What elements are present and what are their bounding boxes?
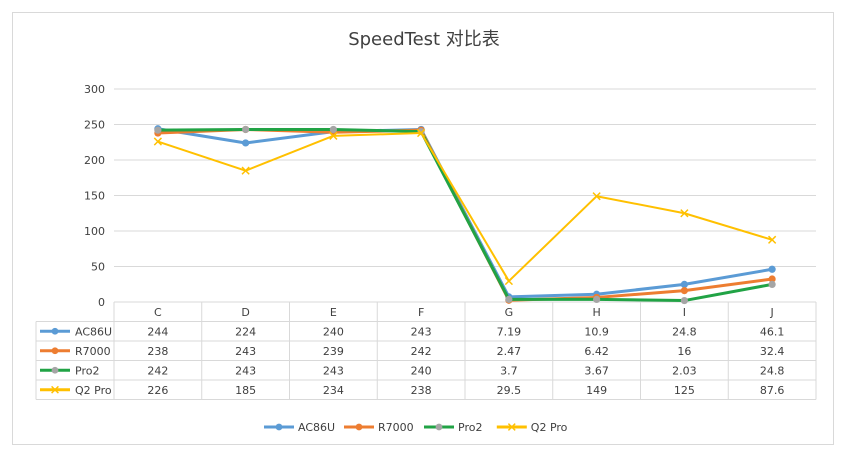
y-tick-label: 300 bbox=[84, 83, 105, 96]
table-cell-value: 7.19 bbox=[497, 325, 522, 338]
table-cell-value: 244 bbox=[147, 325, 168, 338]
series-line bbox=[157, 127, 773, 303]
x-tick-label: G bbox=[505, 306, 514, 319]
series-line bbox=[157, 132, 773, 283]
table-cell-value: 243 bbox=[235, 364, 256, 377]
x-tick-label: F bbox=[418, 306, 424, 319]
data-point bbox=[242, 125, 250, 134]
legend-marker bbox=[507, 423, 516, 431]
data-point bbox=[680, 287, 688, 295]
table-series-name: R7000 bbox=[75, 345, 111, 358]
data-point bbox=[329, 131, 338, 140]
data-point bbox=[592, 192, 601, 201]
table-cell-value: 185 bbox=[235, 384, 256, 397]
table-series-name: Pro2 bbox=[75, 364, 99, 377]
table-cell-value: 224 bbox=[235, 325, 256, 338]
table-legend-marker bbox=[51, 347, 59, 355]
table-cell-value: 240 bbox=[323, 325, 344, 338]
table-cell-value: 2.03 bbox=[672, 364, 697, 377]
x-tick-label: E bbox=[330, 306, 337, 319]
table-series-name: AC86U bbox=[75, 325, 112, 338]
legend-marker bbox=[435, 423, 443, 431]
table-legend-marker bbox=[51, 366, 59, 374]
table-cell-value: 243 bbox=[323, 364, 344, 377]
data-point bbox=[680, 209, 689, 218]
data-point bbox=[768, 265, 776, 273]
data-point bbox=[767, 235, 777, 244]
table-cell-value: 29.5 bbox=[497, 384, 522, 397]
y-tick-label: 50 bbox=[91, 261, 105, 274]
table-cell-value: 242 bbox=[411, 345, 432, 358]
table-cell-value: 2.47 bbox=[497, 345, 522, 358]
x-tick-label: I bbox=[683, 306, 686, 319]
data-point bbox=[416, 128, 426, 138]
data-point bbox=[768, 280, 776, 288]
table-cell-value: 24.8 bbox=[672, 325, 697, 338]
legend-label: AC86U bbox=[298, 421, 335, 434]
table-cell-value: 46.1 bbox=[760, 325, 785, 338]
table-cell-value: 16 bbox=[677, 345, 691, 358]
table-cell-value: 87.6 bbox=[760, 384, 785, 397]
data-point bbox=[241, 166, 250, 175]
data-point bbox=[680, 296, 688, 305]
table-cell-value: 125 bbox=[674, 384, 695, 397]
table-cell-value: 243 bbox=[411, 325, 432, 338]
table-cell-value: 242 bbox=[147, 364, 168, 377]
table-cell-value: 24.8 bbox=[760, 364, 785, 377]
chart-frame bbox=[12, 12, 834, 445]
data-point bbox=[153, 137, 163, 146]
data-point bbox=[329, 125, 337, 134]
table-cell-value: 226 bbox=[147, 384, 168, 397]
table-cell-value: 3.7 bbox=[500, 364, 518, 377]
table-cell-value: 238 bbox=[147, 345, 168, 358]
legend-marker bbox=[275, 423, 283, 431]
table-cell-value: 10.9 bbox=[584, 325, 609, 338]
y-tick-label: 250 bbox=[84, 119, 105, 132]
data-point bbox=[154, 126, 162, 134]
y-tick-label: 100 bbox=[84, 225, 105, 238]
table-cell-value: 243 bbox=[235, 345, 256, 358]
y-tick-label: 150 bbox=[84, 190, 105, 203]
x-tick-label: J bbox=[770, 306, 774, 319]
y-tick-label: 200 bbox=[84, 154, 105, 167]
table-cell-value: 238 bbox=[411, 384, 432, 397]
y-tick-label: 0 bbox=[98, 296, 105, 309]
chart-title: SpeedTest 对比表 bbox=[348, 29, 500, 50]
x-tick-label: H bbox=[592, 306, 600, 319]
data-point bbox=[768, 275, 776, 283]
table-legend-marker bbox=[51, 327, 59, 335]
table-cell-value: 6.42 bbox=[584, 345, 609, 358]
table-cell-value: 234 bbox=[323, 384, 344, 397]
table-cell-value: 240 bbox=[411, 364, 432, 377]
legend-label: R7000 bbox=[378, 421, 414, 434]
table-cell-value: 32.4 bbox=[760, 345, 785, 358]
data-point bbox=[593, 295, 601, 303]
table-cell-value: 149 bbox=[586, 384, 607, 397]
data-point bbox=[504, 276, 514, 286]
legend-label: Pro2 bbox=[458, 421, 482, 434]
x-tick-label: D bbox=[241, 306, 249, 319]
table-legend-marker bbox=[51, 385, 59, 394]
data-point bbox=[505, 295, 513, 303]
legend-label: Q2 Pro bbox=[531, 421, 568, 434]
table-series-name: Q2 Pro bbox=[75, 384, 112, 397]
legend-marker bbox=[355, 423, 363, 431]
data-point bbox=[242, 139, 250, 147]
table-cell-value: 3.67 bbox=[584, 364, 609, 377]
table-cell-value: 239 bbox=[323, 345, 344, 358]
x-tick-label: C bbox=[154, 306, 162, 319]
data-point bbox=[680, 280, 688, 288]
